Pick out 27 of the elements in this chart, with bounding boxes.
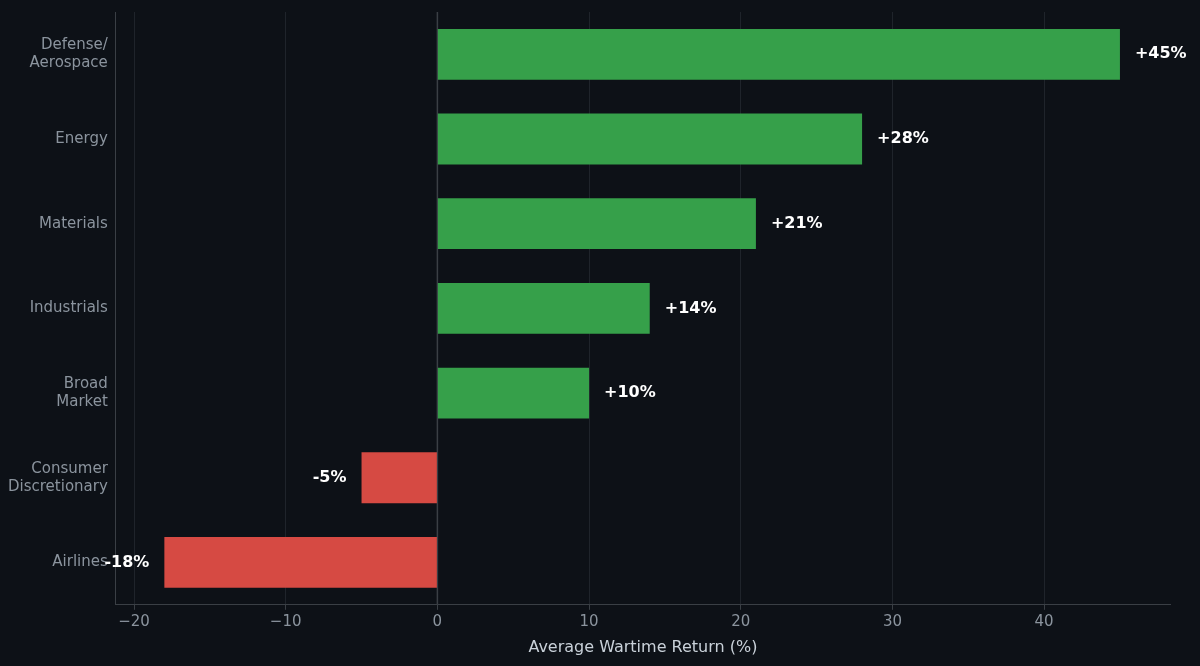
- x-tick-label: −20: [118, 611, 150, 630]
- y-tick-label: Materials: [39, 213, 108, 232]
- data-label: +14%: [664, 297, 717, 317]
- x-tick-label: 0: [432, 611, 443, 630]
- data-label: +45%: [1134, 43, 1187, 63]
- data-label: -5%: [312, 466, 347, 486]
- bar: [437, 198, 756, 250]
- x-axis-title: Average Wartime Return (%): [528, 636, 758, 656]
- y-tick-label: Consumer Discretionary: [7, 458, 109, 495]
- y-tick-label: Industrials: [29, 298, 108, 317]
- bar: [164, 537, 437, 588]
- bar: [437, 367, 590, 419]
- x-tick-label: 10: [579, 611, 599, 630]
- bar: [437, 28, 1120, 80]
- bar: [437, 282, 650, 334]
- y-tick-label: Defense/ Aerospace: [29, 35, 109, 72]
- x-tick-label: −10: [269, 611, 302, 630]
- data-label: +21%: [770, 212, 823, 232]
- x-tick-label: 30: [882, 611, 902, 630]
- data-label: +28%: [877, 128, 929, 148]
- y-tick-label: Broad Market: [56, 373, 108, 410]
- x-tick-label: 20: [731, 611, 751, 630]
- y-tick-label: Energy: [55, 128, 108, 147]
- bar: [437, 113, 863, 165]
- bar: [361, 452, 437, 504]
- data-label: +10%: [604, 382, 656, 402]
- x-tick-label: 40: [1034, 611, 1054, 630]
